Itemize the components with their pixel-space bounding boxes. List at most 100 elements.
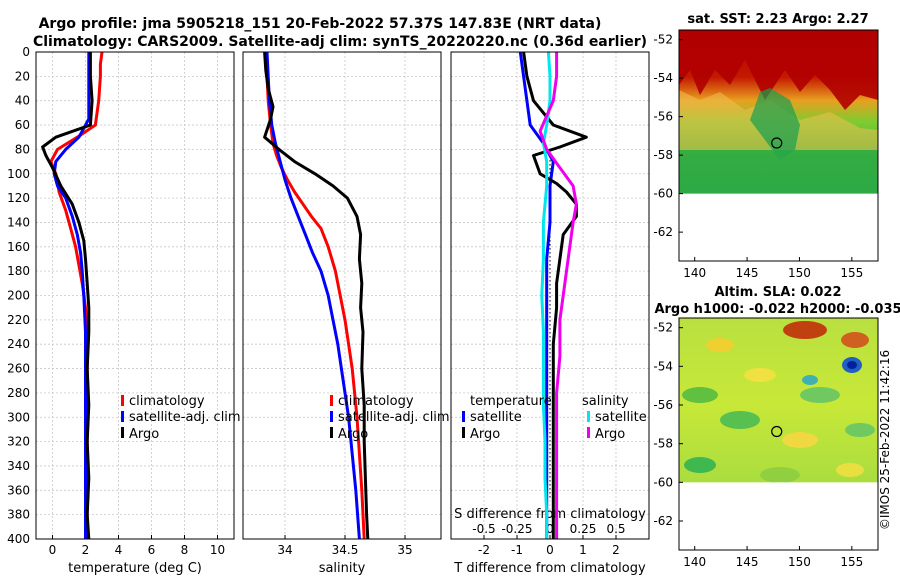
y-tick-label: 180 — [7, 264, 30, 278]
legend-swatch-argo — [121, 427, 124, 438]
y-tick-label: 140 — [7, 215, 30, 229]
sla-anomaly — [720, 411, 760, 429]
x-tick-label: 150 — [788, 555, 811, 569]
x-tick-label: -2 — [478, 543, 490, 557]
x-tick-label: 140 — [683, 266, 706, 280]
legend-swatch-s-argo — [587, 427, 590, 438]
y-tick-label: 120 — [7, 191, 30, 205]
x-tick-label: 35 — [397, 543, 412, 557]
legend-label-t-satellite: satellite — [470, 410, 522, 425]
sla-anomaly — [706, 338, 734, 352]
x-tick-label: 2 — [82, 543, 90, 557]
x-tick-label: 140 — [683, 555, 706, 569]
legend-swatch-climatology — [330, 395, 333, 406]
y-tick-label: 400 — [7, 532, 30, 546]
map-frame — [678, 317, 879, 551]
sst-heatmap — [679, 30, 878, 198]
no-data-area — [679, 193, 878, 261]
sla-anomaly — [682, 387, 718, 403]
y-tick-label: -62 — [653, 225, 673, 239]
y-tick-label: 260 — [7, 362, 30, 376]
plot-frame — [450, 51, 650, 540]
sla-anomaly — [847, 361, 857, 369]
x-tick-label: 2 — [612, 543, 620, 557]
y-tick-label: 360 — [7, 483, 30, 497]
legend-label-s-argo: Argo — [595, 427, 625, 442]
y-tick-label: 280 — [7, 386, 30, 400]
x-axis-label: T difference from climatology — [453, 561, 646, 576]
y-tick-label: 200 — [7, 289, 30, 303]
y-tick-label: -52 — [653, 33, 673, 47]
sla-anomaly — [782, 432, 818, 448]
figure-title-line2: Climatology: CARS2009. Satellite-adj cli… — [33, 34, 647, 50]
sst-warm-region — [679, 30, 878, 110]
x-tick-label: 10 — [210, 543, 225, 557]
legend-label-satellite: satellite-adj. clim — [129, 410, 241, 425]
difference-legend: temperature salinity satellite Argo sate… — [462, 394, 647, 442]
sst-map-title: sat. SST: 2.23 Argo: 2.27 — [687, 12, 868, 27]
x-axis-label: salinity — [319, 561, 366, 576]
s-tick-label: -0.25 — [501, 522, 532, 536]
plot-frame — [35, 51, 235, 540]
y-tick-label: 380 — [7, 508, 30, 522]
x-tick-label: 6 — [148, 543, 156, 557]
x-tick-label: 8 — [181, 543, 189, 557]
sla-anomaly — [760, 467, 800, 483]
plot-frame — [242, 51, 442, 540]
legend-swatch-argo — [330, 427, 333, 438]
no-data-area — [679, 482, 878, 550]
difference-panel: -2 -1 0 1 2 T difference from climatology S di… — [450, 51, 650, 576]
legend-label-argo: Argo — [129, 427, 159, 442]
legend-swatch-satellite — [330, 411, 333, 422]
y-tick-label: -54 — [653, 71, 673, 85]
legend-swatch-t-satellite — [462, 411, 465, 422]
legend-swatch-climatology — [121, 395, 124, 406]
x-axis-label: temperature (deg C) — [68, 561, 202, 576]
sla-heatmap — [679, 318, 878, 488]
s-axis-label: S difference from climatology — [454, 507, 646, 522]
y-tick-label: 160 — [7, 240, 30, 254]
y-tick-label: -58 — [653, 437, 673, 451]
sla-anomaly — [783, 321, 827, 339]
y-tick-label: -62 — [653, 514, 673, 528]
salinity-panel: 34 34.5 35 salinity — [242, 51, 442, 576]
x-tick-label: 4 — [115, 543, 123, 557]
salinity-legend: climatology satellite-adj. clim Argo — [330, 394, 450, 442]
sla-anomaly — [744, 368, 776, 382]
series-line-argo — [263, 51, 370, 540]
y-tick-label: -54 — [653, 359, 673, 373]
y-tick-label: -58 — [653, 148, 673, 162]
legend-swatch-s-satellite — [587, 411, 590, 422]
imos-watermark: ©IMOS 25-Feb-2022 11:42:16 — [878, 350, 892, 530]
y-tick-label: 20 — [15, 69, 30, 83]
temperature-panel: 0204060801001201401601802002202402602803… — [7, 45, 235, 576]
x-tick-label: 1 — [579, 543, 587, 557]
sla-anomaly — [841, 332, 869, 348]
y-tick-label: 240 — [7, 337, 30, 351]
legend-label-t-argo: Argo — [470, 427, 500, 442]
y-tick-label: 80 — [15, 142, 30, 156]
y-tick-label: 340 — [7, 459, 30, 473]
argo-location-marker — [771, 137, 783, 149]
series-line-satellite-adj-clim — [52, 52, 91, 539]
y-tick-label: 40 — [15, 94, 30, 108]
series-line-argo — [41, 52, 94, 540]
sla-map-axes: -52 -54 -56 -58 -60 -62 140 145 150 155 — [653, 317, 879, 569]
temperature-legend: climatology satellite-adj. clim Argo — [121, 394, 241, 442]
legend-label-climatology: climatology — [338, 394, 414, 409]
y-tick-label: -60 — [653, 475, 673, 489]
x-tick-label: 34 — [277, 543, 292, 557]
x-tick-label: 0 — [546, 543, 554, 557]
y-tick-label: 60 — [15, 118, 30, 132]
y-tick-label: -56 — [653, 398, 673, 412]
sla-anomaly — [845, 423, 875, 437]
legend-label-satellite: satellite-adj. clim — [338, 410, 450, 425]
y-tick-label: 0 — [22, 45, 30, 59]
y-tick-label: 220 — [7, 313, 30, 327]
series-line-t-satellite — [518, 51, 555, 539]
sst-cold-tongue — [750, 88, 800, 160]
sla-anomaly — [802, 375, 818, 385]
series-line-climatology — [265, 52, 366, 540]
x-tick-label: 155 — [840, 266, 863, 280]
